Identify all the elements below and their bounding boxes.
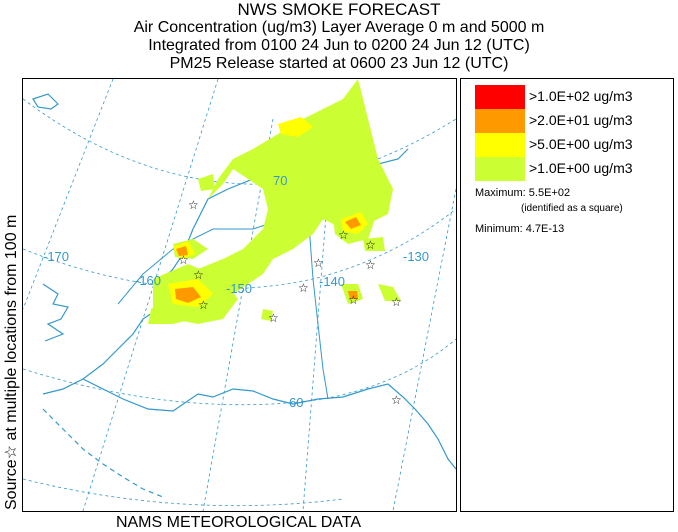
map-panel: ☆ ☆ ☆ ☆ ☆ ☆ ☆ ☆ ☆ ☆ ☆ ☆ ☆ -170 -160 -150… [22,78,457,512]
source-star-icon: ☆ [193,268,204,282]
source-star-icon: ☆ [348,293,359,307]
legend-label: >2.0E+01 ug/m3 [529,112,633,128]
lon-label: -150 [226,281,252,296]
plume-level3-east [345,217,361,229]
legend-maximum-note: (identified as a square) [521,203,623,214]
legend-item: >1.0E+00 ug/m3 [475,157,665,181]
lon-line-170 [23,79,114,310]
smoke-plume [148,79,401,324]
legend-swatch [475,85,525,109]
plume-level1-small [261,309,273,321]
legend-item: >2.0E+01 ug/m3 [475,109,665,133]
legend-minimum: Minimum: 4.7E-13 [475,223,565,235]
lat-line-55 [23,478,344,507]
plume-level3-a [175,287,201,303]
legend-swatch [475,157,525,181]
chart-title: NWS SMOKE FORECAST [237,0,441,19]
source-star-icon: ☆ [391,393,402,407]
aleutians [42,408,164,498]
lat-line-65 [23,208,456,290]
legend-label: >1.0E+02 ug/m3 [529,88,633,104]
source-markers: ☆ ☆ ☆ ☆ ☆ ☆ ☆ ☆ ☆ ☆ ☆ ☆ ☆ [178,198,402,407]
source-star-icon: ☆ [178,253,189,267]
plume-level1-main [148,79,393,324]
lon-label: -170 [43,249,69,264]
legend-item: >5.0E+00 ug/m3 [475,133,665,157]
source-star-icon: ☆ [365,238,376,252]
plume-level2-north [278,117,313,137]
footer-data-source: NAMS METEOROLOGICAL DATA [115,514,362,531]
legend-swatch [475,109,525,133]
lon-label: -140 [319,274,345,289]
source-locations: at multiple locations [3,299,20,445]
source-height: from 100 m [3,214,20,300]
coastlines [32,93,456,498]
legend-swatch [475,133,525,157]
plume-level3-se [348,291,358,299]
map-svg: ☆ ☆ ☆ ☆ ☆ ☆ ☆ ☆ ☆ ☆ ☆ ☆ ☆ -170 -160 -150… [23,79,456,511]
legend-label: >1.0E+00 ug/m3 [529,160,633,176]
source-star-icon: ☆ [365,258,376,272]
lat-label: 60 [289,395,303,410]
source-star-icon: ☆ [338,228,349,242]
legend-item: >1.0E+02 ug/m3 [475,85,665,109]
graticule-labels: -170 -160 -150 -140 -130 70 60 [43,173,429,410]
coast-bering [42,283,69,342]
coast-arctic-island [32,93,59,110]
lat-label: 70 [273,173,287,188]
lat-line-70 [23,98,456,185]
source-star-icon: ☆ [188,198,199,212]
legend-label: >5.0E+00 ug/m3 [529,136,633,152]
source-star-icon: ☆ [298,281,309,295]
source-star-icon: ☆ [391,295,402,309]
legend-maximum: Maximum: 5.5E+02 [475,187,571,199]
source-word: Source [3,459,20,510]
legend-panel: >1.0E+02 ug/m3 >2.0E+01 ug/m3 >5.0E+00 u… [460,78,674,512]
subtitle-integration: Integrated from 0100 24 Jun to 0200 24 J… [148,37,530,54]
source-star-icon: ☆ [268,311,279,325]
source-star-icon: ☆ [3,444,20,460]
lon-label: -160 [135,273,161,288]
subtitle-concentration: Air Concentration (ug/m3) Layer Average … [133,19,545,36]
lon-line-130 [392,188,456,511]
plume-level1-east2 [363,237,385,251]
lon-label: -130 [403,249,429,264]
source-star-icon: ☆ [198,298,209,312]
subtitle-release: PM25 Release started at 0600 23 Jun 12 (… [169,55,509,72]
source-star-icon: ☆ [313,256,324,270]
plume-level1-small2 [198,174,215,191]
source-label: Source☆ at multiple locations from 100 m [0,78,20,510]
plume-level3-b [176,246,188,256]
coast-south [82,378,456,470]
plume-level1-se2 [378,284,401,301]
source-label-text: Source☆ at multiple locations from 100 m [1,215,21,510]
